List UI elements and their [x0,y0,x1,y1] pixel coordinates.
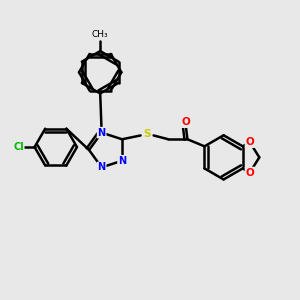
Text: N: N [98,128,106,138]
Text: O: O [182,117,190,127]
Text: N: N [98,162,106,172]
Text: N: N [118,156,126,166]
Text: O: O [245,137,254,147]
Text: S: S [143,129,151,139]
Text: O: O [245,167,254,178]
Text: CH₃: CH₃ [92,30,109,39]
Text: Cl: Cl [13,142,24,152]
